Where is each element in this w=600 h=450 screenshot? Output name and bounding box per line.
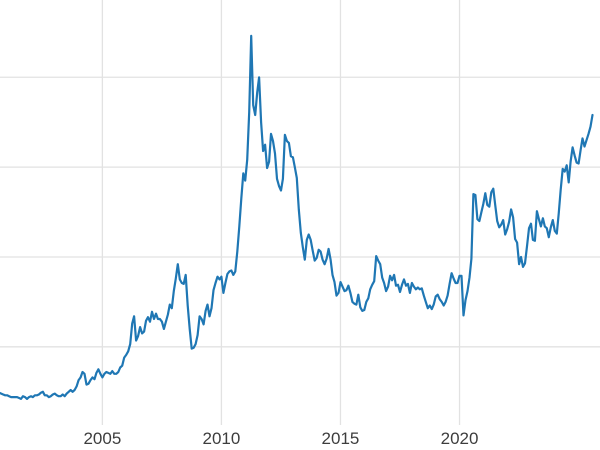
x-tick-label: 2020: [441, 429, 479, 448]
x-tick-label: 2005: [83, 429, 121, 448]
x-tick-label: 2010: [203, 429, 241, 448]
series-line-price: [0, 34, 594, 400]
x-tick-label: 2015: [322, 429, 360, 448]
